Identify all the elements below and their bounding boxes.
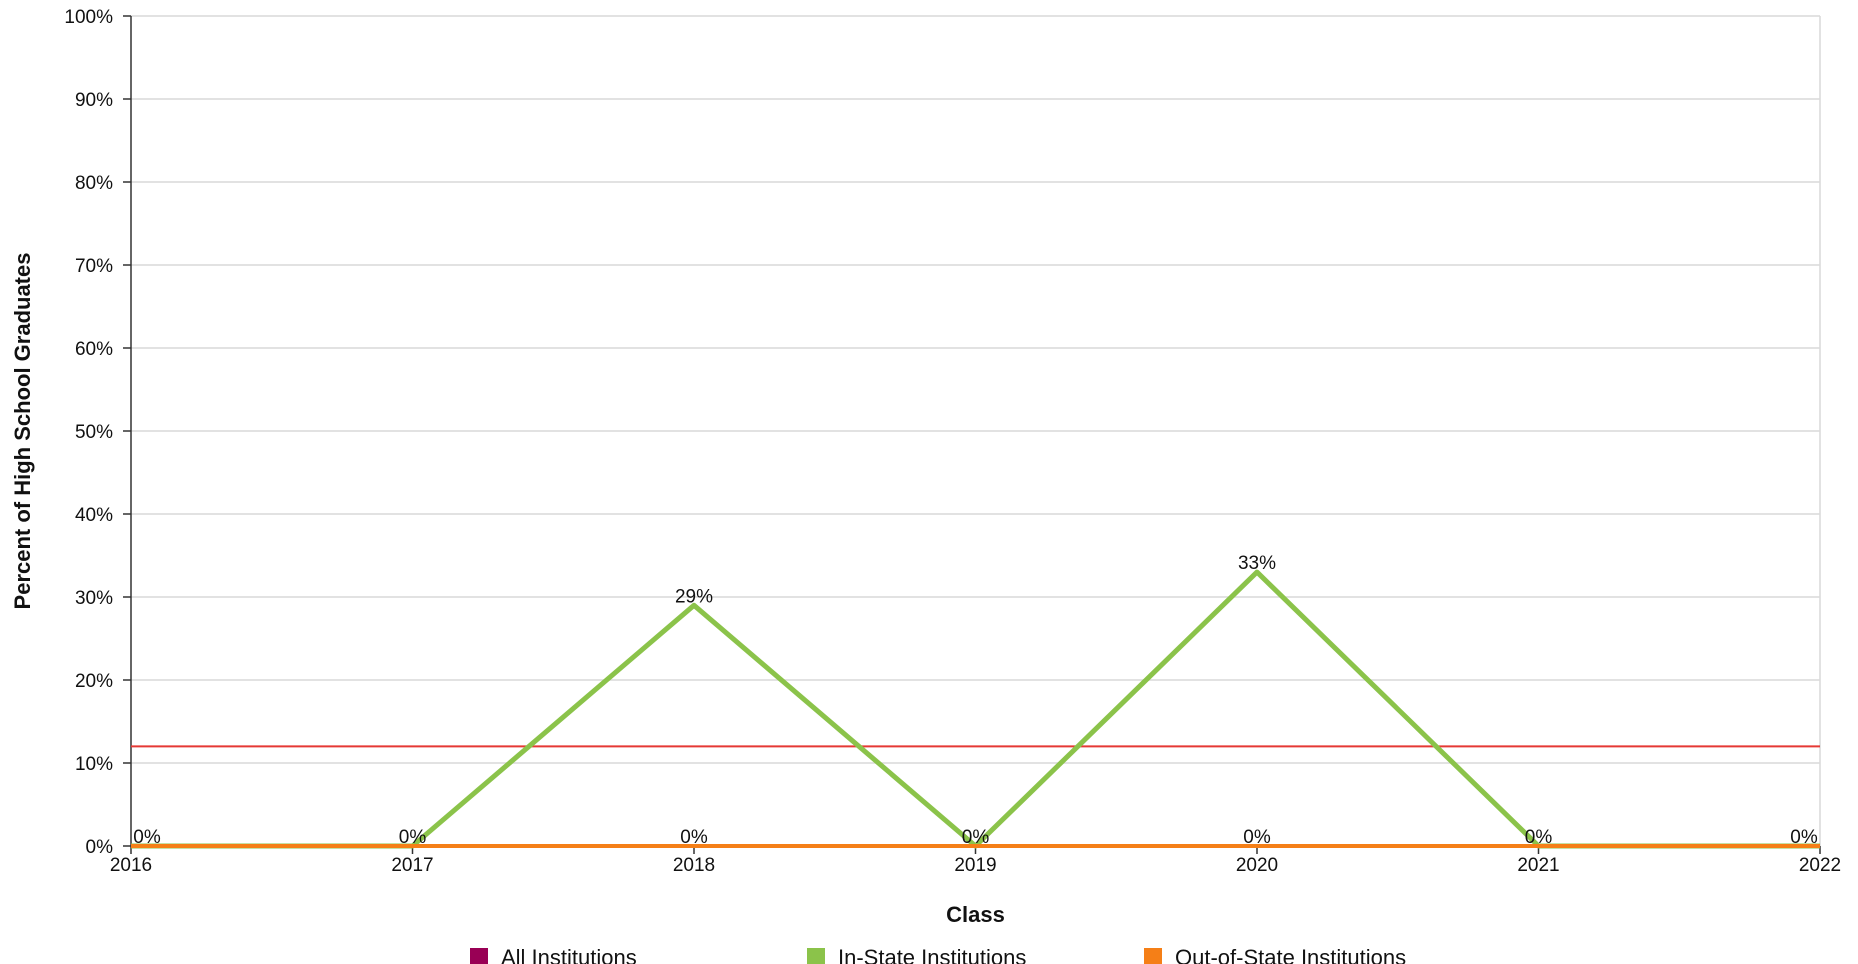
data-label: 0% bbox=[1790, 827, 1818, 848]
y-tick-label: 30% bbox=[75, 588, 113, 609]
x-tick-label: 2022 bbox=[1799, 855, 1841, 876]
data-label: 0% bbox=[962, 827, 990, 848]
data-label: 0% bbox=[1525, 827, 1553, 848]
data-label: 0% bbox=[1243, 827, 1271, 848]
legend: All Institutions In-State Institutions Out… bbox=[470, 945, 1406, 964]
legend-item: All Institutions bbox=[470, 945, 637, 964]
y-tick-label: 100% bbox=[64, 7, 113, 28]
y-tick-label: 10% bbox=[75, 754, 113, 775]
x-tick-label: 2020 bbox=[1236, 855, 1278, 876]
data-label: 0% bbox=[133, 827, 161, 848]
y-tick-label: 40% bbox=[75, 505, 113, 526]
y-tick-label: 20% bbox=[75, 671, 113, 692]
y-tick-label: 50% bbox=[75, 422, 113, 443]
y-tick-label: 80% bbox=[75, 173, 113, 194]
y-axis-title: Percent of High School Graduates bbox=[10, 253, 35, 610]
legend-item: In-State Institutions bbox=[807, 945, 1026, 964]
grid-lines bbox=[131, 15, 1821, 846]
y-axis-ticks: 0% 10% 20% 30% 40% 50% 60% 70% 80% 90% 100% bbox=[64, 7, 131, 858]
x-axis-ticks: 2016 2017 2018 2019 2020 2021 2022 bbox=[110, 846, 1841, 876]
data-label: 0% bbox=[399, 827, 427, 848]
legend-label: Out-of-State Institutions bbox=[1175, 945, 1406, 964]
legend-item: Out-of-State Institutions bbox=[1144, 945, 1406, 964]
legend-swatch bbox=[1144, 948, 1162, 964]
data-label: 0% bbox=[680, 827, 708, 848]
y-tick-label: 60% bbox=[75, 339, 113, 360]
data-labels: 0% 0% 0% 0% 0% 0% 0% 29% 33% bbox=[133, 553, 1818, 848]
legend-swatch bbox=[807, 948, 825, 964]
x-axis-title: Class bbox=[946, 902, 1005, 927]
x-tick-label: 2018 bbox=[673, 855, 715, 876]
x-tick-label: 2017 bbox=[391, 855, 433, 876]
legend-swatch bbox=[470, 948, 488, 964]
y-tick-label: 90% bbox=[75, 90, 113, 111]
x-tick-label: 2021 bbox=[1517, 855, 1559, 876]
series-line-in-state-institutions bbox=[131, 569, 1820, 849]
data-label: 29% bbox=[675, 586, 713, 607]
y-tick-label: 70% bbox=[75, 256, 113, 277]
data-label: 33% bbox=[1238, 553, 1276, 574]
x-tick-label: 2019 bbox=[954, 855, 996, 876]
legend-label: All Institutions bbox=[501, 945, 637, 964]
legend-label: In-State Institutions bbox=[838, 945, 1026, 964]
series-lines bbox=[131, 569, 1820, 849]
y-tick-label: 0% bbox=[86, 837, 114, 858]
x-tick-label: 2016 bbox=[110, 855, 152, 876]
